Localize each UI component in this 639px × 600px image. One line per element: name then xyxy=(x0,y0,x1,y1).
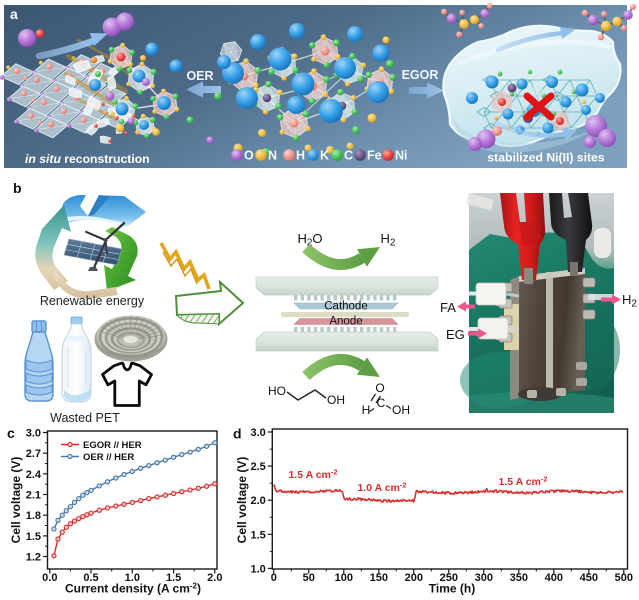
svg-text:0.0: 0.0 xyxy=(42,572,57,584)
svg-text:Anode: Anode xyxy=(329,316,362,328)
svg-text:O: O xyxy=(375,381,384,395)
svg-text:EGOR // HER: EGOR // HER xyxy=(83,440,142,451)
svg-text:Current density (A cm-2): Current density (A cm-2) xyxy=(65,582,201,596)
svg-text:C: C xyxy=(377,396,386,410)
svg-text:2.0: 2.0 xyxy=(207,572,222,584)
svg-text:2.1: 2.1 xyxy=(26,490,41,502)
svg-text:100: 100 xyxy=(335,572,353,584)
svg-text:1.5: 1.5 xyxy=(166,572,181,584)
svg-text:Wasted PET: Wasted PET xyxy=(50,411,120,425)
svg-text:OER // HER: OER // HER xyxy=(83,452,134,463)
svg-text:250: 250 xyxy=(440,572,458,584)
svg-text:150: 150 xyxy=(370,572,388,584)
svg-text:Cell voltage (V): Cell voltage (V) xyxy=(235,457,249,544)
svg-text:0: 0 xyxy=(271,572,277,584)
svg-text:stabilized Ni(II) sites: stabilized Ni(II) sites xyxy=(487,151,604,165)
svg-text:OH: OH xyxy=(392,403,410,417)
svg-text:2.5: 2.5 xyxy=(251,461,266,473)
svg-text:500: 500 xyxy=(615,572,633,584)
svg-text:1.0 A cm-2: 1.0 A cm-2 xyxy=(357,481,406,495)
svg-text:350: 350 xyxy=(510,572,528,584)
svg-text:H: H xyxy=(296,149,305,163)
svg-text:1.5 A cm-2: 1.5 A cm-2 xyxy=(288,468,337,482)
svg-text:Renewable energy: Renewable energy xyxy=(40,294,145,308)
svg-text:Time (h): Time (h) xyxy=(429,582,475,596)
svg-text:c: c xyxy=(7,425,15,441)
svg-text:H: H xyxy=(362,403,371,417)
svg-text:1.0: 1.0 xyxy=(251,563,266,575)
svg-text:300: 300 xyxy=(475,572,493,584)
svg-text:FA: FA xyxy=(440,300,456,315)
svg-text:OH: OH xyxy=(327,393,345,407)
svg-text:50: 50 xyxy=(303,572,315,584)
svg-text:HO: HO xyxy=(268,384,286,398)
svg-text:1.5: 1.5 xyxy=(251,529,266,541)
svg-text:Cell voltage (V): Cell voltage (V) xyxy=(9,457,23,544)
svg-text:450: 450 xyxy=(580,572,598,584)
svg-text:in situ reconstruction: in situ reconstruction xyxy=(25,152,150,166)
svg-text:Fe: Fe xyxy=(367,149,382,163)
svg-text:1.2: 1.2 xyxy=(26,552,41,564)
svg-text:2.0: 2.0 xyxy=(251,495,266,507)
svg-text:400: 400 xyxy=(545,572,563,584)
svg-text:1.0: 1.0 xyxy=(125,572,140,584)
svg-text:b: b xyxy=(13,180,22,196)
svg-text:2.4: 2.4 xyxy=(26,469,42,481)
svg-text:3.0: 3.0 xyxy=(26,428,41,440)
svg-text:EGOR: EGOR xyxy=(402,68,439,82)
svg-text:EG: EG xyxy=(446,327,465,342)
svg-text:Ni: Ni xyxy=(395,149,408,163)
svg-text:a: a xyxy=(10,6,18,22)
svg-text:3.0: 3.0 xyxy=(251,427,266,439)
svg-text:H2O: H2O xyxy=(297,231,322,249)
svg-text:0.5: 0.5 xyxy=(83,572,98,584)
svg-text:O: O xyxy=(244,149,254,163)
svg-text:1.8: 1.8 xyxy=(26,510,41,522)
svg-text:1.5 A cm-2: 1.5 A cm-2 xyxy=(498,475,547,489)
svg-text:C: C xyxy=(344,149,353,163)
svg-text:2.7: 2.7 xyxy=(26,448,41,460)
svg-text:200: 200 xyxy=(405,572,423,584)
svg-text:Cathode: Cathode xyxy=(324,301,367,313)
svg-text:d: d xyxy=(233,426,242,442)
svg-text:1.5: 1.5 xyxy=(26,531,41,543)
svg-text:K: K xyxy=(320,149,329,163)
svg-text:N: N xyxy=(268,149,277,163)
svg-text:OER: OER xyxy=(186,69,213,83)
